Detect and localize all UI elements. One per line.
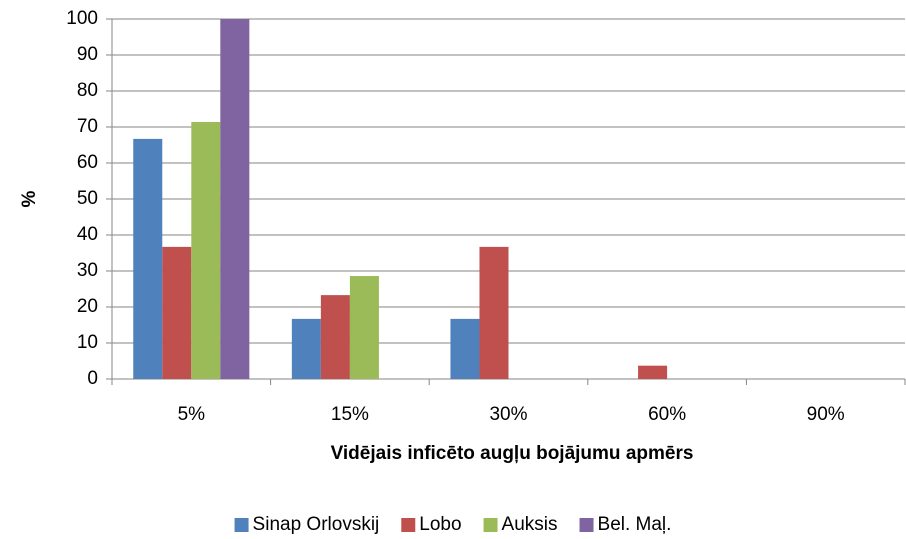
x-tick-label: 30% [489, 404, 527, 425]
y-tick-label: 0 [87, 368, 98, 389]
legend-label: Lobo [419, 514, 461, 535]
legend-label: Auksis [502, 514, 558, 535]
y-tick-label: 100 [66, 8, 98, 29]
legend-label: Bel. Maļ. [598, 514, 672, 535]
bar [450, 318, 480, 379]
bar [133, 138, 163, 379]
legend-swatch [483, 518, 498, 532]
x-tick-label: 15% [331, 404, 369, 425]
bar [291, 318, 321, 379]
x-tick-label: 60% [648, 404, 686, 425]
y-tick-label: 40 [77, 224, 98, 245]
x-axis-title: Vidējais inficēto augļu bojājumu apmērs [331, 443, 694, 464]
y-tick-label: 80 [77, 80, 98, 101]
bar [191, 121, 221, 380]
x-tick-label: 90% [807, 404, 845, 425]
x-tick-label: 5% [178, 404, 206, 425]
bar [220, 19, 250, 379]
y-tick-label: 60 [77, 152, 98, 173]
y-tick-label: 10 [77, 332, 98, 353]
bar [479, 246, 509, 379]
bar [638, 365, 668, 379]
bar [349, 276, 379, 379]
bar [162, 246, 192, 379]
legend-swatch [401, 518, 416, 532]
y-tick-label: 90 [77, 44, 98, 65]
legend-swatch [579, 518, 594, 532]
y-tick-label: 70 [77, 116, 98, 137]
y-tick-label: 50 [77, 188, 98, 209]
y-tick-label: 30 [77, 260, 98, 281]
legend-swatch [234, 518, 249, 532]
bar [320, 295, 350, 379]
y-tick-label: 20 [77, 296, 98, 317]
y-axis-title: % [19, 190, 40, 207]
legend-label: Sinap Orlovskij [253, 514, 380, 535]
